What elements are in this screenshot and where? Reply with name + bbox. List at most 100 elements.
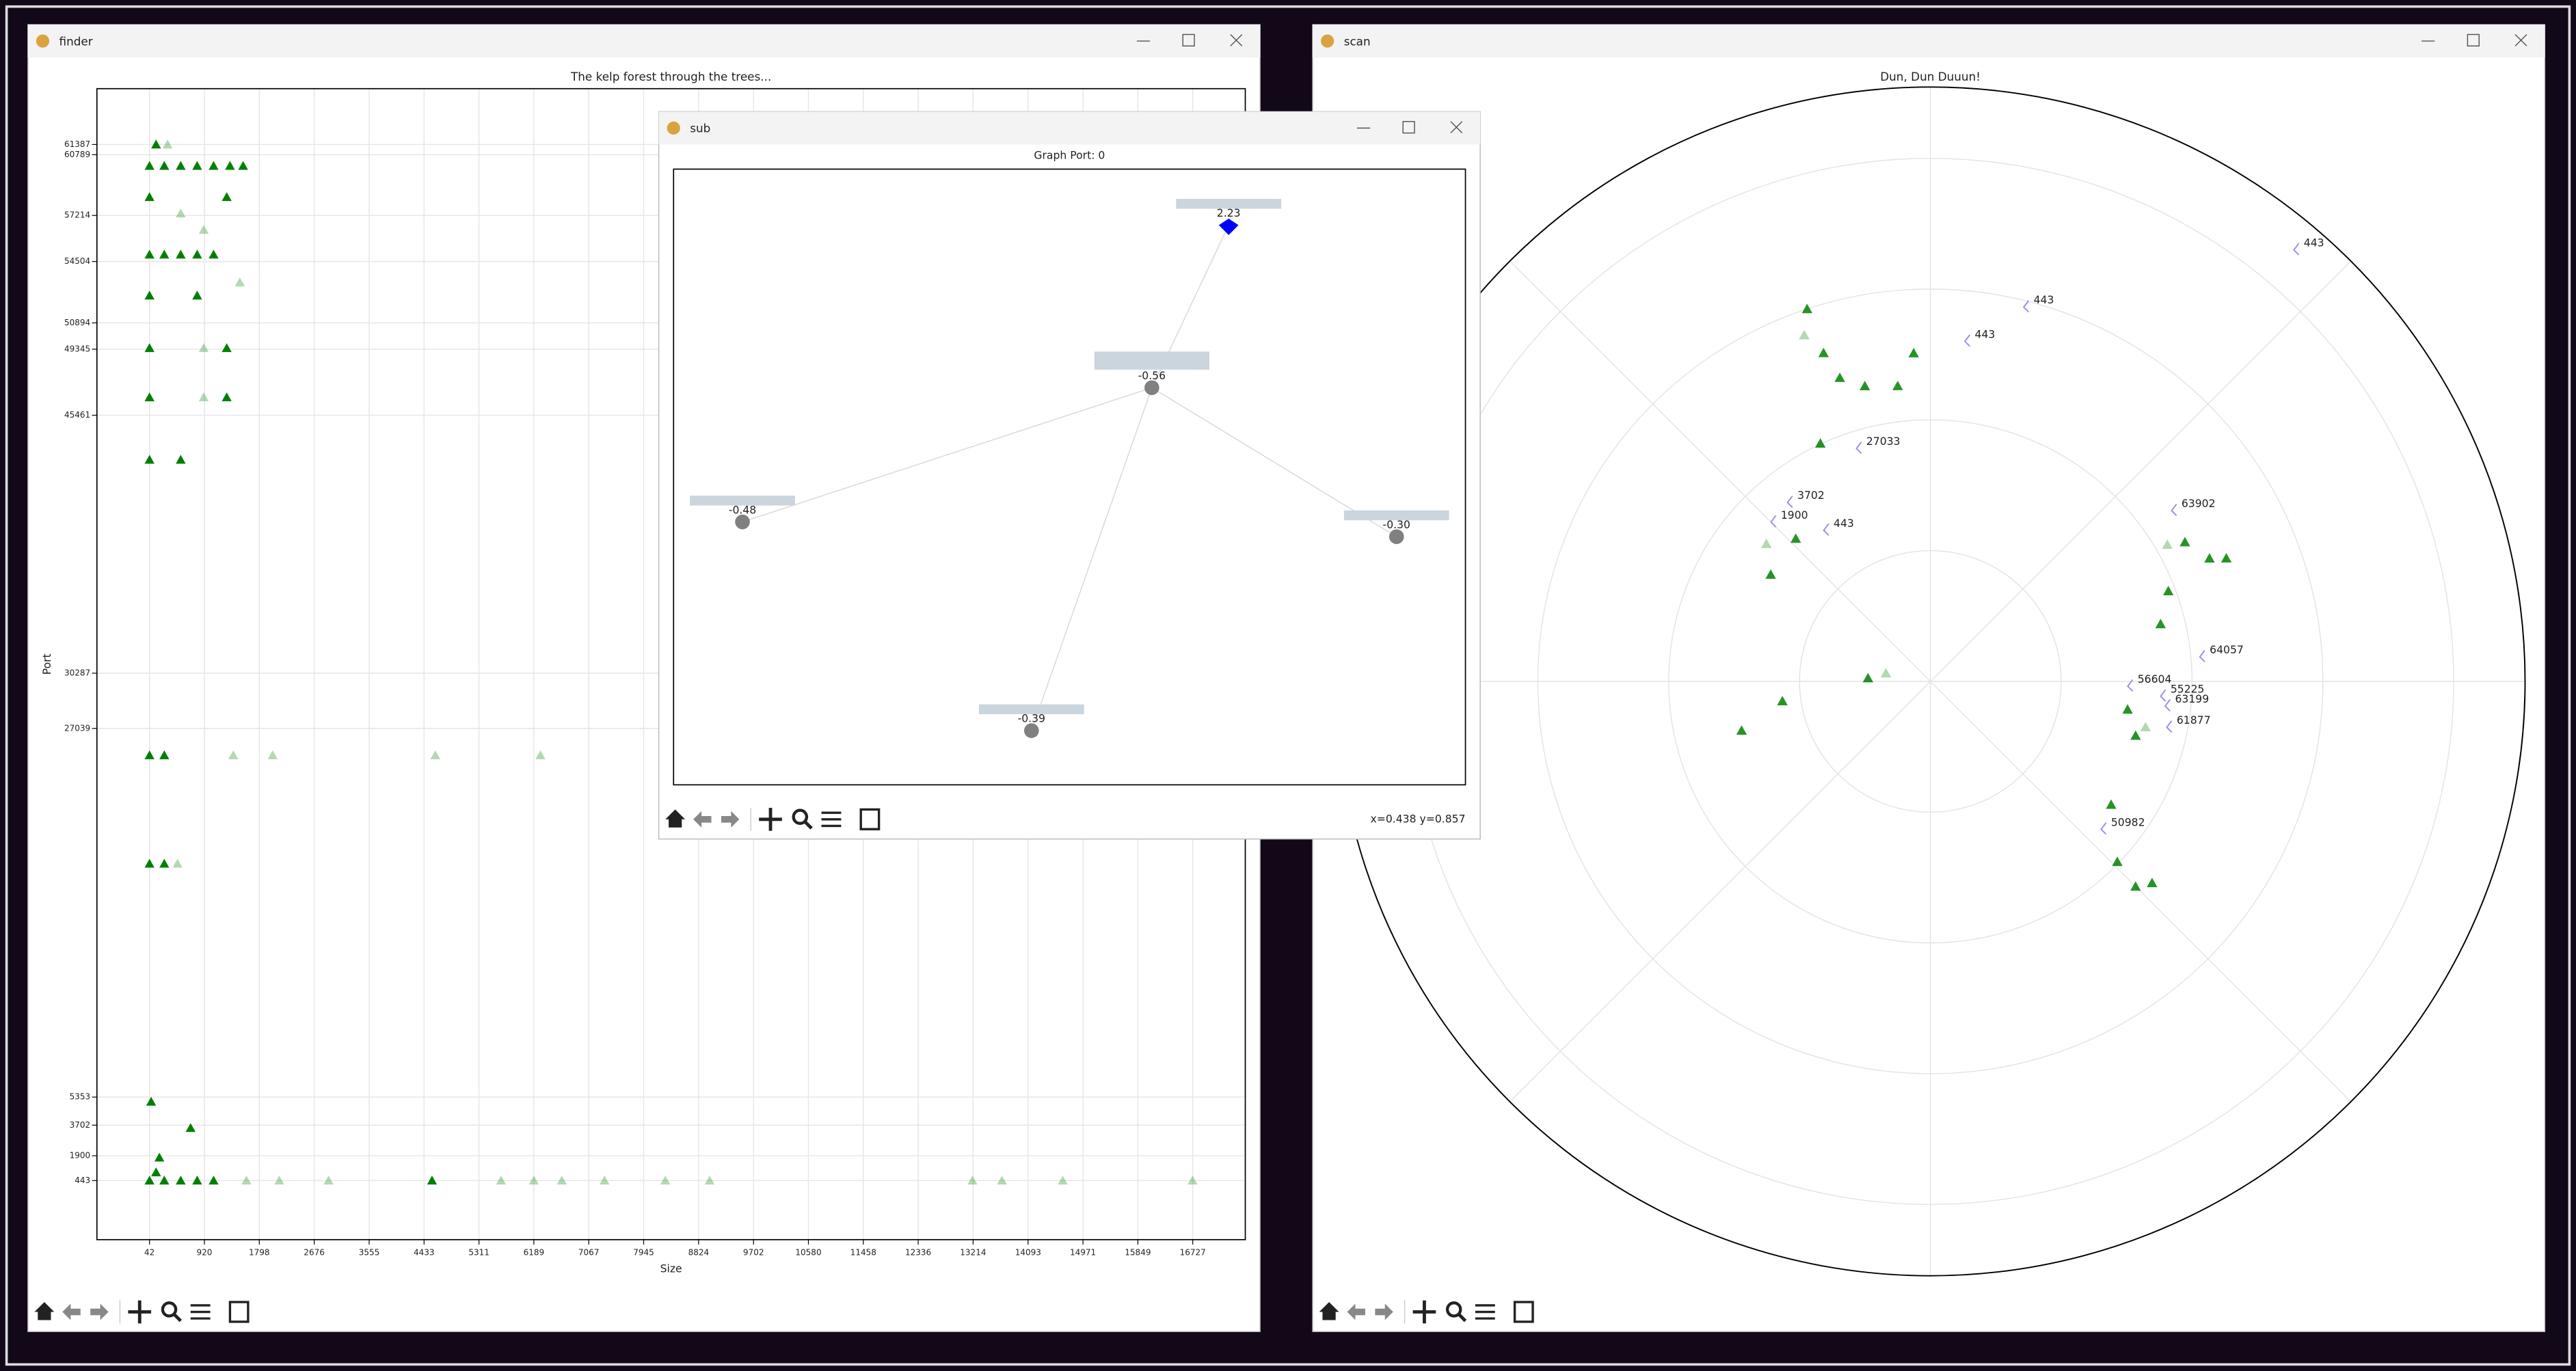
x-tick-label: 11458 bbox=[850, 1248, 876, 1258]
data-point bbox=[151, 1167, 161, 1177]
data-point bbox=[2162, 586, 2174, 595]
forward-button[interactable] bbox=[90, 1303, 109, 1320]
back-button[interactable] bbox=[693, 811, 712, 828]
y-tick-label: 54504 bbox=[64, 256, 90, 266]
node-label: -0.39 bbox=[1018, 713, 1045, 725]
data-point bbox=[1777, 696, 1788, 706]
home-button[interactable] bbox=[665, 809, 686, 828]
home-button[interactable] bbox=[34, 1302, 55, 1320]
forward-button[interactable] bbox=[1375, 1303, 1393, 1320]
annotation: 443 bbox=[1834, 517, 1854, 530]
theta-grid-line bbox=[1930, 681, 2352, 1102]
label-box bbox=[1176, 198, 1282, 209]
save-button[interactable] bbox=[1513, 1301, 1534, 1323]
data-point bbox=[660, 1176, 671, 1185]
data-point bbox=[144, 454, 155, 464]
data-point bbox=[2106, 799, 2117, 809]
data-point bbox=[496, 1176, 507, 1185]
data-point bbox=[159, 161, 170, 170]
data-point bbox=[209, 249, 219, 259]
chart-title: The kelp forest through the trees... bbox=[570, 70, 771, 83]
forward-button[interactable] bbox=[721, 811, 740, 828]
annotation: 64057 bbox=[2210, 644, 2244, 656]
data-point bbox=[176, 1176, 186, 1185]
data-point bbox=[1765, 569, 1776, 579]
x-tick-label: 7945 bbox=[633, 1248, 654, 1258]
pan-button[interactable] bbox=[759, 807, 782, 831]
x-tick-label: 14093 bbox=[1015, 1248, 1041, 1258]
data-point bbox=[427, 1176, 438, 1185]
edge bbox=[1031, 388, 1153, 731]
annotation: 63199 bbox=[2175, 693, 2209, 705]
x-tick-label: 14971 bbox=[1070, 1248, 1096, 1258]
y-tick-label: 61387 bbox=[64, 139, 90, 149]
home-button[interactable] bbox=[1319, 1302, 1339, 1320]
annotation: 63902 bbox=[2182, 498, 2216, 510]
data-point bbox=[176, 161, 186, 170]
data-point bbox=[323, 1176, 334, 1185]
maximize-button[interactable] bbox=[1402, 121, 1415, 134]
data-point bbox=[192, 249, 202, 259]
maximize-button[interactable] bbox=[2467, 33, 2480, 46]
configure-button[interactable] bbox=[190, 1304, 211, 1320]
annotation: 27033 bbox=[1866, 435, 1901, 448]
y-tick-label: 3702 bbox=[70, 1120, 91, 1130]
data-point bbox=[146, 1096, 157, 1106]
data-point bbox=[528, 1176, 539, 1185]
data-point bbox=[172, 858, 183, 868]
pan-button[interactable] bbox=[128, 1300, 152, 1324]
y-axis-label: Port bbox=[41, 653, 53, 675]
data-point bbox=[144, 161, 155, 170]
close-button[interactable] bbox=[1230, 33, 1243, 46]
zoom-button[interactable] bbox=[161, 1301, 178, 1318]
close-button[interactable] bbox=[1450, 121, 1463, 134]
annotation: 3702 bbox=[1797, 489, 1825, 502]
data-point bbox=[198, 392, 209, 402]
data-point bbox=[704, 1176, 715, 1185]
data-point bbox=[159, 1176, 170, 1185]
data-point bbox=[1814, 438, 1826, 448]
back-button[interactable] bbox=[1347, 1303, 1365, 1320]
zoom-button[interactable] bbox=[792, 809, 809, 825]
label-box bbox=[978, 704, 1084, 715]
window-title: scan bbox=[1344, 34, 1371, 48]
close-button[interactable] bbox=[2514, 33, 2527, 46]
data-point bbox=[997, 1176, 1007, 1185]
annotation-arrow bbox=[2100, 822, 2107, 835]
y-tick-label: 49345 bbox=[64, 344, 90, 353]
save-button[interactable] bbox=[859, 808, 881, 830]
data-point bbox=[159, 858, 170, 868]
data-point bbox=[2162, 539, 2173, 549]
r-grid-circle bbox=[1799, 549, 2062, 813]
data-point bbox=[162, 139, 173, 149]
data-point bbox=[967, 1176, 978, 1185]
window: sub Graph Port: 0 2.23 -0.56 -0.48 -0.30 -0.39… bbox=[658, 111, 1481, 840]
data-point bbox=[241, 1176, 252, 1185]
data-point bbox=[1799, 329, 1810, 340]
annotation: 61877 bbox=[2177, 714, 2211, 727]
data-point bbox=[1892, 381, 1903, 390]
data-point bbox=[144, 343, 155, 353]
x-tick-label: 5311 bbox=[468, 1248, 489, 1258]
annotation-arrow bbox=[1855, 442, 1862, 454]
save-button[interactable] bbox=[228, 1301, 250, 1323]
data-point bbox=[144, 858, 155, 868]
data-point bbox=[238, 161, 248, 170]
zoom-button[interactable] bbox=[1445, 1301, 1462, 1318]
chart-title: Dun, Dun Duuun! bbox=[1880, 70, 1981, 83]
maximize-button[interactable] bbox=[1182, 33, 1195, 46]
data-point bbox=[1880, 668, 1892, 678]
node-label: -0.30 bbox=[1383, 519, 1410, 531]
back-button[interactable] bbox=[62, 1303, 81, 1320]
y-tick-label: 57214 bbox=[64, 211, 90, 220]
configure-button[interactable] bbox=[1475, 1304, 1495, 1320]
x-tick-label: 42 bbox=[144, 1248, 155, 1258]
x-tick-label: 920 bbox=[197, 1248, 213, 1258]
title-bar bbox=[1313, 25, 2545, 58]
x-tick-label: 3555 bbox=[359, 1248, 380, 1258]
pan-button[interactable] bbox=[1412, 1300, 1436, 1324]
configure-button[interactable] bbox=[821, 811, 842, 828]
annotation-arrow bbox=[2166, 720, 2173, 733]
window-title: finder bbox=[59, 34, 93, 48]
